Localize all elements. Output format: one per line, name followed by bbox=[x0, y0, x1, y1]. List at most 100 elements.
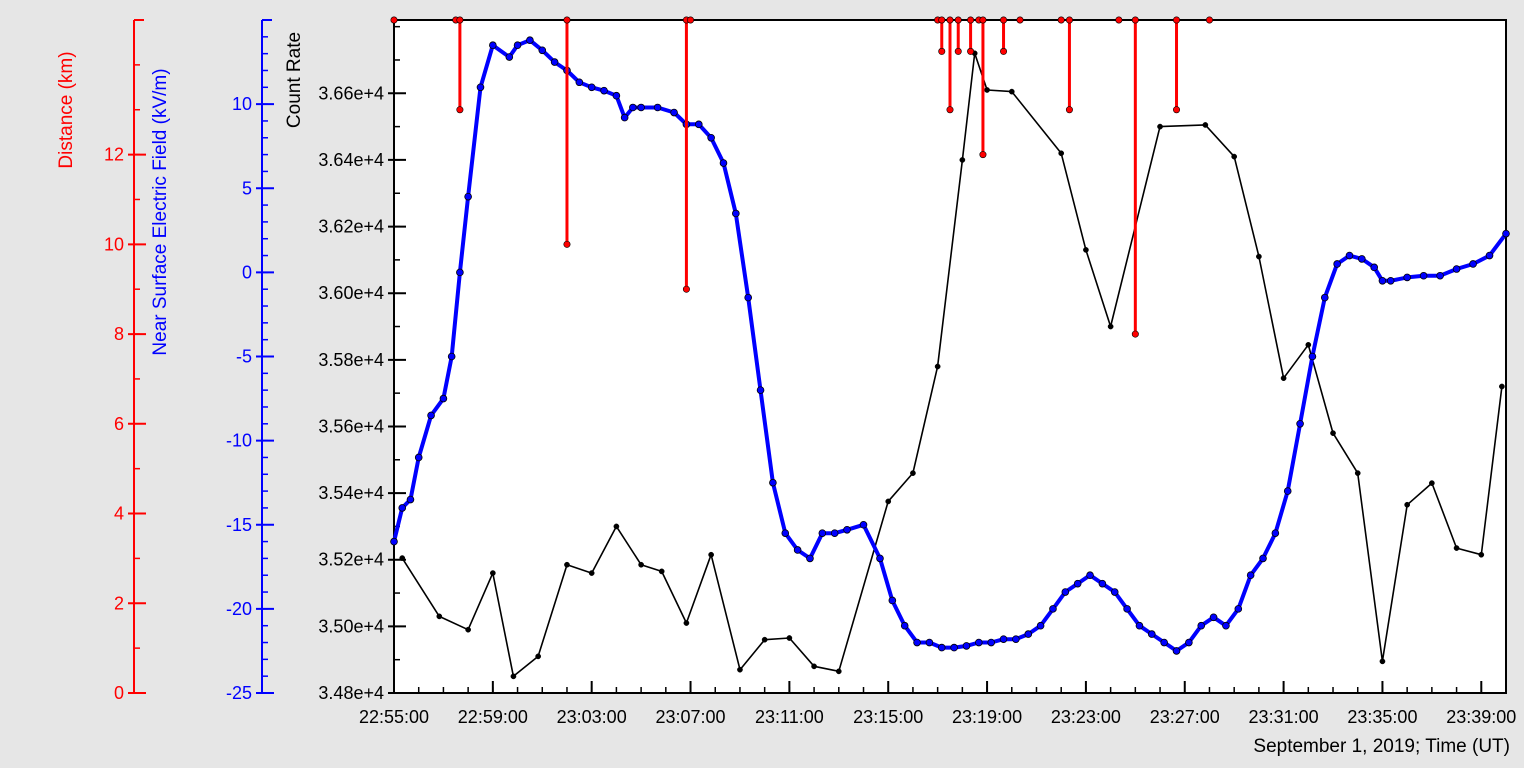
field-point bbox=[987, 638, 995, 647]
count-tick-label: 3.66e+4 bbox=[318, 83, 384, 103]
field-point bbox=[390, 537, 398, 546]
distance-point bbox=[682, 285, 690, 293]
field-point bbox=[505, 53, 514, 61]
count-point bbox=[588, 570, 595, 576]
distance-point bbox=[390, 16, 398, 24]
field-point bbox=[1073, 579, 1082, 588]
field-point bbox=[1049, 605, 1057, 613]
distance-point bbox=[1115, 16, 1123, 24]
axes: 22:55:00 22:59:00 23:03:00 23:07:00 23:11:00… bbox=[56, 19, 1516, 727]
distance-point bbox=[946, 16, 954, 24]
field-point bbox=[1386, 276, 1395, 285]
distance-point bbox=[967, 47, 975, 55]
field-point bbox=[999, 635, 1008, 643]
count-point bbox=[1157, 123, 1163, 130]
count-point bbox=[1107, 323, 1114, 330]
field-point bbox=[1259, 554, 1267, 563]
distance-point bbox=[1000, 16, 1008, 24]
count-series bbox=[399, 50, 1505, 680]
field-tick-label: -25 bbox=[226, 683, 252, 703]
distance-point bbox=[563, 240, 571, 248]
field-point bbox=[1185, 638, 1193, 647]
distance-point bbox=[946, 106, 954, 114]
distance-point bbox=[1065, 106, 1073, 114]
field-point bbox=[1345, 251, 1354, 260]
count-tick-label: 3.50e+4 bbox=[318, 616, 384, 636]
count-point bbox=[1280, 375, 1287, 382]
distance-point bbox=[979, 16, 987, 24]
field-point bbox=[1271, 529, 1280, 537]
field-point bbox=[1308, 352, 1317, 361]
distance-tick-label: 6 bbox=[114, 414, 124, 434]
count-point bbox=[489, 570, 496, 576]
field-point bbox=[1296, 419, 1304, 428]
field-point bbox=[439, 394, 448, 403]
distance-series bbox=[390, 16, 1213, 338]
x-tick-label: 23:35:00 bbox=[1347, 707, 1417, 727]
distance-point bbox=[1205, 16, 1213, 24]
x-tick-label: 23:39:00 bbox=[1446, 707, 1516, 727]
distance-point bbox=[1000, 47, 1008, 55]
field-point bbox=[427, 411, 435, 420]
count-point bbox=[658, 568, 665, 575]
field-point bbox=[1036, 621, 1045, 630]
field-axis: -25 -20 -15 -10 -5 0 5 10 Near Surface Electric … bbox=[150, 19, 274, 703]
field-point bbox=[925, 638, 934, 647]
count-point bbox=[1202, 122, 1209, 128]
distance-point bbox=[1057, 16, 1065, 24]
field-point bbox=[406, 495, 415, 504]
field-point bbox=[900, 621, 909, 630]
count-point bbox=[564, 561, 570, 568]
x-tick-label: 23:31:00 bbox=[1249, 707, 1319, 727]
x-axis-label: September 1, 2019; Time (UT) bbox=[1253, 736, 1510, 757]
count-point bbox=[1354, 470, 1361, 476]
field-point bbox=[859, 520, 868, 529]
field-point bbox=[670, 108, 678, 117]
field-point bbox=[793, 546, 802, 554]
distance-point bbox=[456, 16, 464, 24]
distance-point bbox=[456, 106, 464, 114]
count-tick-label: 3.64e+4 bbox=[318, 150, 384, 170]
plot-area bbox=[394, 20, 1506, 693]
field-point bbox=[888, 596, 897, 605]
count-point bbox=[1453, 545, 1460, 551]
field-point bbox=[414, 453, 423, 462]
count-point bbox=[811, 663, 817, 670]
count-point bbox=[708, 551, 714, 558]
field-tick-label: -5 bbox=[236, 347, 252, 367]
distance-point bbox=[1016, 16, 1024, 24]
distance-tick-label: 2 bbox=[114, 593, 124, 613]
field-point bbox=[975, 638, 983, 647]
field-point bbox=[1135, 621, 1144, 630]
count-point bbox=[934, 363, 941, 370]
field-point bbox=[732, 209, 740, 218]
x-tick-label: 22:59:00 bbox=[458, 707, 528, 727]
field-point bbox=[489, 41, 497, 50]
distance-point bbox=[979, 151, 987, 159]
count-point bbox=[761, 636, 768, 643]
x-tick-label: 23:11:00 bbox=[755, 707, 824, 727]
field-point bbox=[694, 120, 703, 129]
field-series bbox=[390, 36, 1510, 655]
field-point bbox=[629, 103, 637, 112]
distance-point bbox=[938, 16, 946, 24]
distance-axis: 0 2 4 6 8 10 12 Distance (km) bbox=[56, 19, 146, 703]
count-axis-label: Count Rate bbox=[284, 32, 305, 128]
x-tick-label: 23:27:00 bbox=[1150, 707, 1220, 727]
distance-axis-label: Distance (km) bbox=[56, 51, 77, 168]
distance-point bbox=[1173, 16, 1181, 24]
field-point bbox=[1123, 605, 1131, 613]
count-line bbox=[401, 52, 1503, 678]
count-point bbox=[1008, 88, 1015, 95]
distance-point bbox=[1131, 330, 1139, 338]
distance-point bbox=[1131, 16, 1139, 24]
distance-tick-label: 10 bbox=[104, 234, 124, 254]
field-point bbox=[538, 46, 547, 55]
field-point bbox=[1378, 276, 1387, 285]
field-point bbox=[1222, 621, 1230, 630]
field-point bbox=[806, 554, 814, 563]
field-point bbox=[1485, 251, 1494, 260]
count-point bbox=[1404, 501, 1411, 508]
field-tick-label: 0 bbox=[242, 262, 252, 282]
